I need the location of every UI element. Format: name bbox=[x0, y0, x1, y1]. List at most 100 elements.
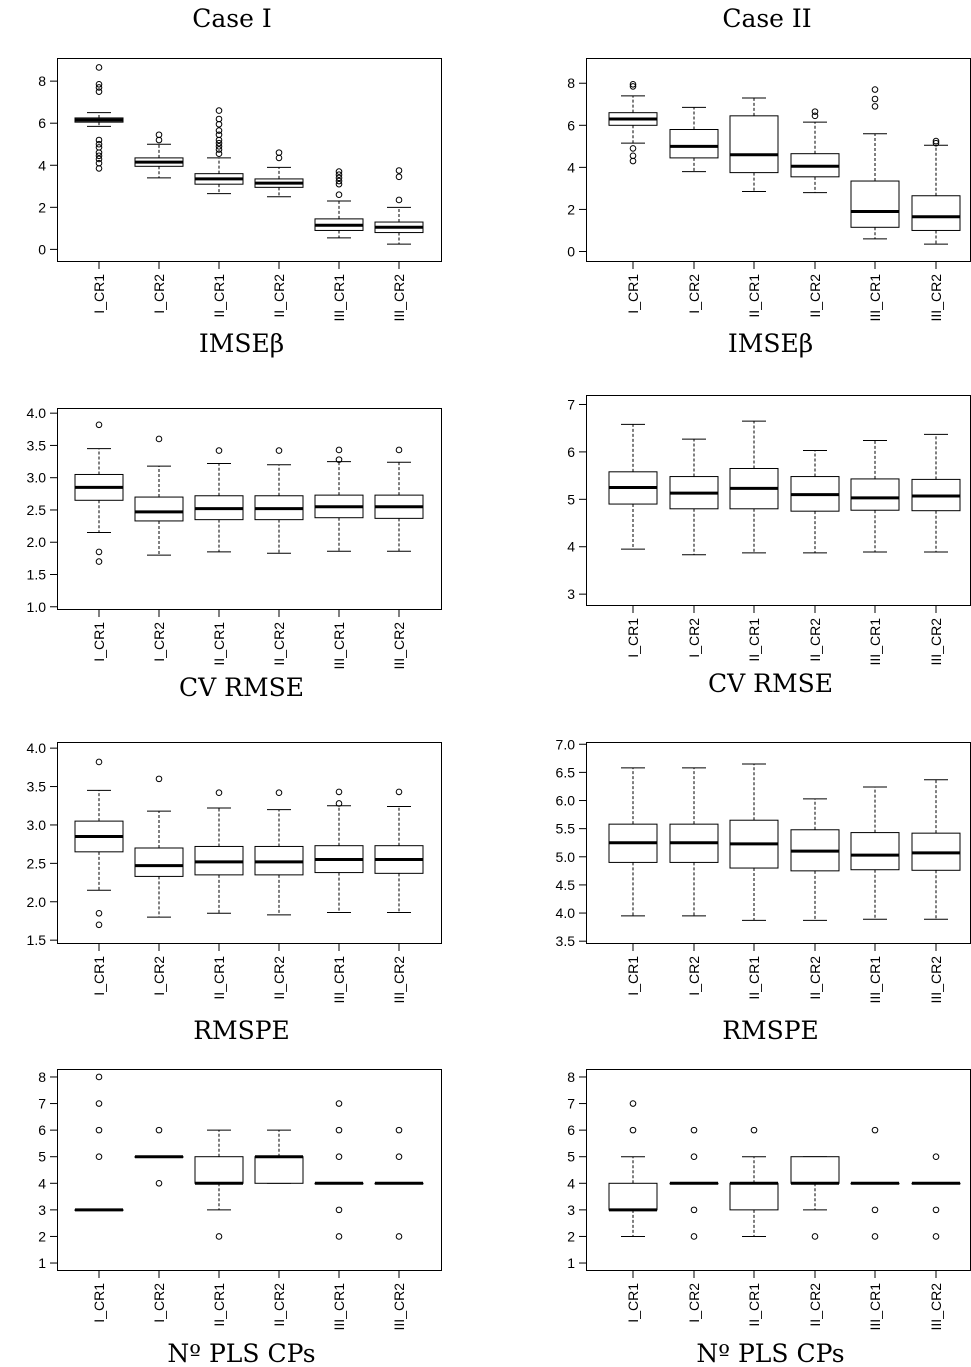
x-tick-label: II_CR1 bbox=[211, 1283, 227, 1327]
x-tick-label: I_CR1 bbox=[625, 274, 641, 314]
box-III_CR1 bbox=[850, 1126, 900, 1240]
iqr-box bbox=[911, 195, 961, 231]
y-tick-label: 7 bbox=[567, 396, 575, 412]
box-III_CR2 bbox=[911, 1153, 961, 1240]
outlier-point bbox=[155, 435, 163, 443]
outlier-point bbox=[395, 196, 403, 204]
iqr-box bbox=[669, 129, 719, 159]
x-tick-label: III_CR2 bbox=[391, 956, 407, 1004]
x-tick-label: II_CR1 bbox=[746, 956, 762, 1000]
x-tick-label: I_CR1 bbox=[91, 274, 107, 314]
y-tick-label: 6 bbox=[567, 117, 575, 133]
plot-frame bbox=[57, 58, 442, 262]
outlier-point bbox=[395, 167, 403, 174]
outlier-point bbox=[95, 758, 103, 766]
outlier-point bbox=[215, 107, 223, 114]
x-tick-label: II_CR2 bbox=[807, 274, 823, 318]
case-i-title: Case I bbox=[192, 4, 272, 33]
outlier-point bbox=[335, 1100, 343, 1107]
box-III_CR2 bbox=[911, 137, 961, 245]
outlier-point bbox=[155, 775, 163, 783]
box-III_CR1 bbox=[314, 788, 364, 914]
y-tick-label: 4.0 bbox=[27, 740, 47, 756]
y-tick-label: 1 bbox=[567, 1255, 575, 1271]
boxplot-panel: 1.0 1.5 2.0 2.5 3.0 3.5 4.0 I_CR1 I_CR2 II_CR1 II_… bbox=[27, 405, 442, 702]
x-tick-label: III_CR2 bbox=[391, 274, 407, 322]
outlier-point bbox=[690, 1233, 698, 1240]
outlier-point bbox=[690, 1153, 698, 1161]
outlier-point bbox=[215, 789, 223, 796]
box-III_CR1 bbox=[850, 440, 900, 553]
box-III_CR1 bbox=[314, 446, 364, 552]
x-tick-label: III_CR1 bbox=[331, 1283, 347, 1331]
box-II_CR2 bbox=[254, 789, 304, 916]
outlier-point bbox=[629, 152, 637, 160]
box-II_CR1 bbox=[729, 763, 779, 921]
outlier-point bbox=[335, 191, 343, 199]
outlier-point bbox=[275, 447, 283, 454]
outlier-point bbox=[215, 1233, 223, 1240]
y-tick-label: 8 bbox=[567, 75, 575, 91]
outlier-point bbox=[95, 64, 103, 71]
outlier-point bbox=[335, 1153, 343, 1161]
y-tick-label: 5.5 bbox=[556, 821, 576, 837]
x-tick-label: III_CR2 bbox=[928, 956, 944, 1004]
y-tick-label: 6 bbox=[38, 115, 46, 131]
box-II_CR2 bbox=[254, 447, 304, 554]
panel-title: IMSEβ bbox=[199, 329, 284, 358]
y-tick-label: 4 bbox=[38, 1175, 46, 1191]
y-tick-label: 8 bbox=[38, 1069, 46, 1085]
x-tick-label: I_CR2 bbox=[151, 622, 167, 662]
x-tick-label: III_CR1 bbox=[331, 274, 347, 322]
x-tick-label: I_CR1 bbox=[91, 622, 107, 662]
y-tick-label: 5 bbox=[567, 1149, 575, 1165]
outlier-point bbox=[215, 143, 223, 150]
box-II_CR1 bbox=[729, 1126, 779, 1237]
outlier-point bbox=[335, 174, 343, 182]
iqr-box bbox=[729, 1182, 779, 1211]
iqr-box bbox=[729, 115, 779, 174]
x-tick-label: II_CR2 bbox=[271, 1283, 287, 1327]
y-tick-label: 1.5 bbox=[27, 932, 47, 948]
y-tick-label: 2.5 bbox=[27, 855, 47, 871]
y-tick-label: 5 bbox=[38, 1149, 46, 1165]
outlier-point bbox=[95, 144, 103, 151]
outlier-point bbox=[95, 1126, 103, 1134]
x-tick-label: II_CR2 bbox=[807, 618, 823, 662]
x-tick-label: I_CR2 bbox=[686, 956, 702, 996]
box-I_CR2 bbox=[134, 435, 184, 556]
box-I_CR2 bbox=[134, 131, 184, 179]
box-II_CR1 bbox=[194, 1129, 244, 1240]
iqr-box bbox=[134, 847, 184, 877]
y-tick-label: 5 bbox=[567, 491, 575, 507]
outlier-point bbox=[335, 1206, 343, 1214]
y-tick-label: 4.0 bbox=[556, 905, 576, 921]
box-I_CR1 bbox=[74, 64, 124, 172]
outlier-point bbox=[155, 1126, 163, 1134]
box-III_CR2 bbox=[374, 167, 424, 245]
y-tick-label: 6.5 bbox=[556, 764, 576, 780]
box-III_CR1 bbox=[850, 86, 900, 240]
outlier-point bbox=[871, 103, 879, 110]
box-III_CR2 bbox=[911, 779, 961, 920]
x-tick-label: I_CR2 bbox=[686, 618, 702, 658]
outlier-point bbox=[932, 1233, 940, 1240]
iqr-box bbox=[134, 496, 184, 522]
y-tick-label: 4 bbox=[567, 1175, 575, 1191]
outlier-point bbox=[95, 84, 103, 91]
y-tick-label: 3 bbox=[567, 1202, 575, 1218]
y-tick-label: 4 bbox=[567, 539, 575, 555]
iqr-box bbox=[254, 1156, 304, 1184]
y-tick-label: 2.5 bbox=[27, 502, 47, 518]
outlier-point bbox=[629, 1126, 637, 1134]
y-tick-label: 2.0 bbox=[27, 534, 47, 550]
y-tick-label: 7.0 bbox=[556, 736, 576, 752]
box-II_CR2 bbox=[790, 798, 840, 921]
outlier-point bbox=[395, 173, 403, 181]
box-III_CR1 bbox=[314, 1100, 364, 1240]
outlier-point bbox=[871, 1233, 879, 1240]
box-I_CR1 bbox=[608, 80, 658, 165]
x-tick-label: I_CR2 bbox=[686, 274, 702, 314]
panel-title: IMSEβ bbox=[728, 329, 813, 358]
x-tick-label: I_CR2 bbox=[686, 1283, 702, 1323]
